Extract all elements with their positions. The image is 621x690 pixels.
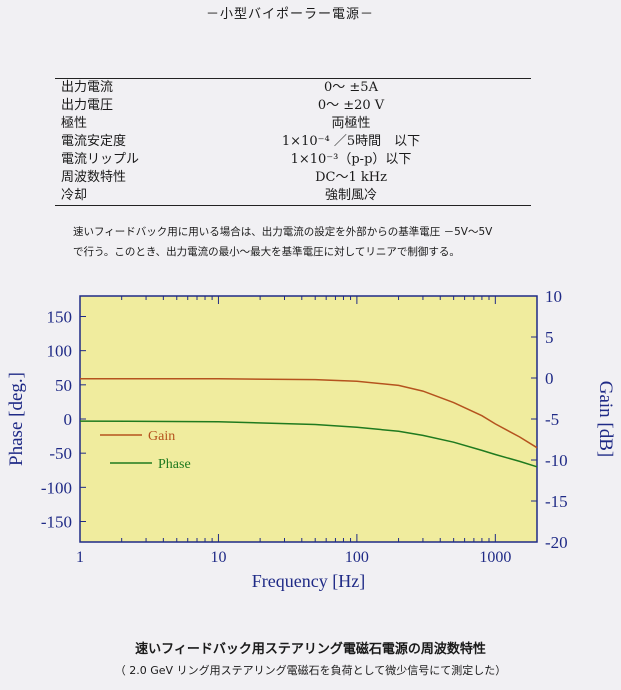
spec-value: 1×10⁻⁴ ／5時間 以下 [281, 134, 421, 149]
spec-row: 極性 両極性 [55, 115, 531, 133]
spec-value: 強制風冷 [324, 188, 377, 203]
y-right-tick-label: 0 [545, 369, 554, 388]
spec-label: 出力電流 [61, 80, 114, 95]
spec-row: 周波数特性 DC～1 kHz [55, 169, 531, 187]
x-tick-label: 10 [210, 549, 226, 566]
spec-value: 0～ ±20 V [317, 98, 385, 113]
y-left-tick-label: -150 [41, 513, 72, 532]
y-right-tick-label: 5 [545, 328, 554, 347]
y-right-tick-label: -10 [545, 451, 568, 470]
y-right-tick-label: -20 [545, 533, 568, 552]
spec-value: 両極性 [331, 116, 371, 131]
spec-value: 0～ ±5A [324, 80, 378, 95]
legend-label-phase: Phase [158, 457, 191, 472]
spec-label: 出力電圧 [61, 98, 114, 113]
frequency-response-chart: 1 10 100 1000150100500-50-100-1501050-5-10-… [6, 287, 616, 591]
spec-table: 出力電流 0～ ±5A 出力電圧 0～ ±20 V 極性 両極性 電流安定度 1×10⁻… [55, 78, 531, 206]
y-left-axis-label: Phase [deg.] [6, 372, 27, 466]
note-line: で行う。このとき、出力電流の最小～最大を基準電圧に対してリニアで制御する。 [73, 246, 460, 258]
series-line-phase [79, 420, 538, 468]
spec-label: 冷却 [61, 188, 88, 203]
y-left-tick-label: 0 [64, 410, 73, 429]
x-tick-label: 1 [76, 549, 84, 566]
series-line-gain [80, 378, 538, 449]
legend-label-gain: Gain [148, 429, 175, 444]
x-tick-label: 100 [345, 549, 369, 566]
y-left-tick-label: -100 [41, 478, 72, 497]
note-text: 速いフィードバック用に用いる場合は、出力電流の設定を外部からの基準電圧 －5V～… [73, 222, 593, 262]
y-right-tick-label: -15 [545, 492, 568, 511]
spec-row: 冷却 強制風冷 [55, 187, 531, 205]
plot-area [79, 295, 538, 543]
spec-row: 出力電流 0～ ±5A [55, 79, 531, 97]
figure-caption: 速いフィードバック用ステアリング電磁石電源の周波数特性 [135, 642, 486, 657]
spec-row: 電流安定度 1×10⁻⁴ ／5時間 以下 [55, 133, 531, 151]
spec-label: 電流リップル [61, 152, 140, 167]
y-right-axis-label: Gain [dB] [595, 381, 616, 458]
x-tick-label: 1000 [479, 549, 511, 566]
y-left-tick-label: 50 [55, 376, 72, 395]
spec-label: 電流安定度 [61, 134, 127, 149]
page-title: －小型バイポーラー電源－ [205, 7, 374, 22]
spec-value: DC～1 kHz [315, 170, 387, 185]
spec-label: 周波数特性 [61, 170, 127, 185]
y-left-tick-label: 100 [47, 342, 73, 361]
x-axis-label: Frequency [Hz] [252, 571, 365, 591]
y-left-tick-label: 150 [47, 308, 73, 327]
spec-row: 電流リップル 1×10⁻³（p-p）以下 [55, 151, 531, 169]
note-line: 速いフィードバック用に用いる場合は、出力電流の設定を外部からの基準電圧 －5V～… [73, 226, 493, 238]
y-left-tick-label: -50 [49, 444, 72, 463]
spec-value: 1×10⁻³（p-p）以下 [290, 152, 412, 167]
y-right-tick-label: 10 [545, 287, 562, 306]
spec-label: 極性 [61, 116, 88, 131]
spec-row: 出力電圧 0～ ±20 V [55, 97, 531, 115]
y-right-tick-label: -5 [545, 410, 559, 429]
figure-subcaption: （ 2.0 GeV リング用ステアリング電磁石を負荷として微少信号にて測定した） [114, 664, 507, 677]
